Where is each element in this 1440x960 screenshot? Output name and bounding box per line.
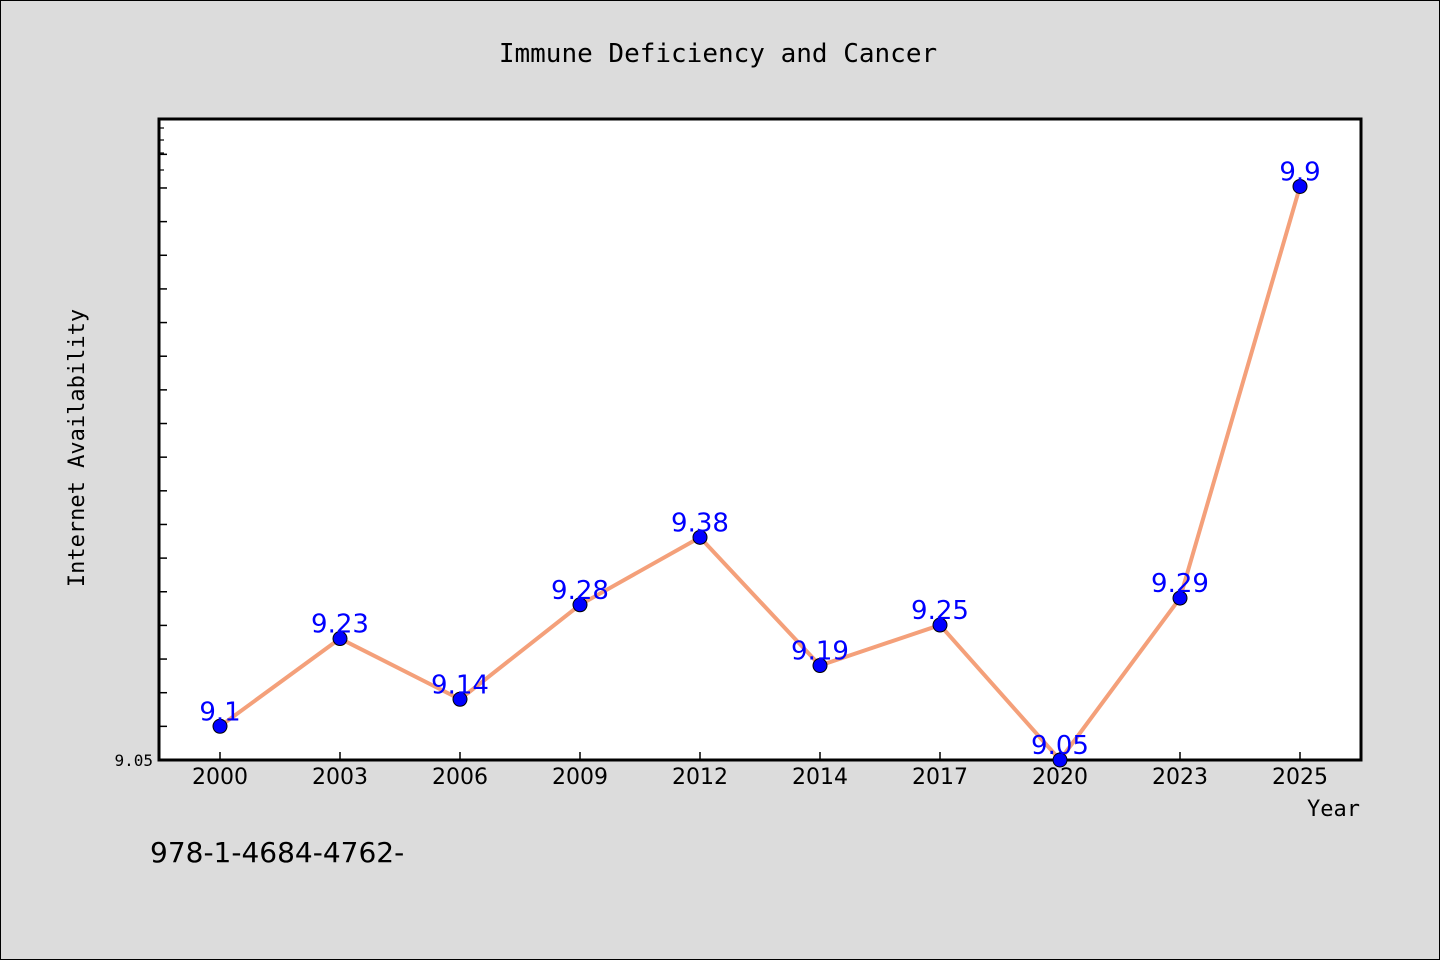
- x-tick-label: 2025: [1272, 765, 1328, 790]
- y-axis-ticks: [159, 127, 167, 728]
- data-label: 9.14: [431, 670, 489, 700]
- data-point: [332, 631, 348, 647]
- x-tick-label: 2006: [432, 765, 488, 790]
- data-point: [212, 718, 228, 734]
- data-point: [572, 597, 588, 613]
- data-point: [1052, 752, 1068, 768]
- data-label: 9.1: [199, 697, 240, 727]
- data-label: 9.28: [551, 576, 609, 606]
- data-label: 9.38: [671, 508, 729, 538]
- data-label: 9.9: [1279, 157, 1320, 187]
- data-label: 9.29: [1151, 569, 1209, 599]
- x-tick-label: 2017: [912, 765, 968, 790]
- x-axis: 2000 2003 2006 2009 2012 2014 2017 2020 2023 2025: [192, 752, 1328, 790]
- y-tick-label: 9.05: [114, 751, 153, 770]
- data-label: 9.23: [311, 610, 369, 640]
- data-point: [452, 691, 468, 707]
- x-tick-label: 2000: [192, 765, 248, 790]
- data-point: [692, 529, 708, 545]
- data-point: [812, 658, 828, 674]
- data-label: 9.05: [1031, 731, 1089, 761]
- data-point: [1172, 590, 1188, 606]
- data-point: [932, 617, 948, 633]
- x-tick-label: 2014: [792, 765, 848, 790]
- chart-title: Immune Deficiency and Cancer: [499, 39, 937, 69]
- x-tick-label: 2020: [1032, 765, 1088, 790]
- plot-area: [157, 117, 1363, 762]
- x-tick-label: 2012: [672, 765, 728, 790]
- x-tick-label: 2003: [312, 765, 368, 790]
- series-line: [218, 185, 1302, 762]
- x-axis-label: Year: [1307, 797, 1360, 822]
- data-labels: 9.1 9.23 9.14 9.28 9.38 9.19 9.25 9.05 9.29 9.9: [199, 157, 1320, 761]
- data-point: [1292, 178, 1308, 194]
- y-axis-label: Internet Availability: [65, 309, 90, 587]
- data-label: 9.25: [911, 596, 969, 626]
- series-line-group: [218, 185, 1302, 762]
- data-label: 9.19: [791, 637, 849, 667]
- x-tick-label: 2023: [1152, 765, 1208, 790]
- x-tick-label: 2009: [552, 765, 608, 790]
- series-markers: [212, 178, 1308, 768]
- footnote-text: 978-1-4684-4762-: [150, 836, 404, 869]
